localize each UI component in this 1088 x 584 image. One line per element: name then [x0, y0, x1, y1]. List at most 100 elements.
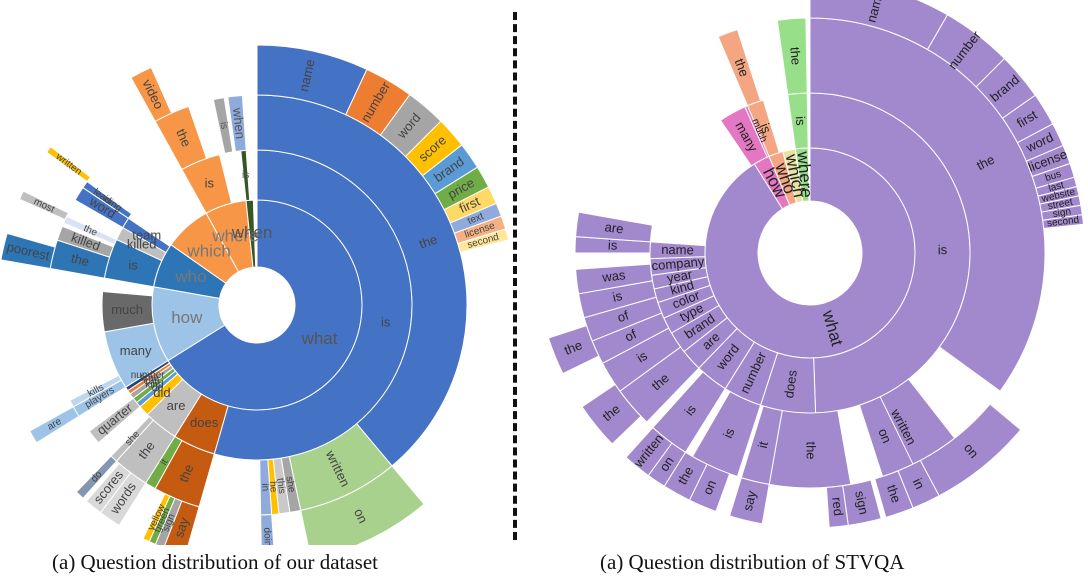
label-in-ring2-18: in — [259, 483, 270, 491]
center-hole — [219, 267, 295, 343]
label-number-ring1-36: number — [131, 370, 166, 381]
segment-she-ring2-39 — [110, 415, 154, 462]
segment-much-ring1-45 — [101, 290, 155, 333]
caption-left: (a) Question distribution of our dataset — [52, 550, 379, 574]
label-team-ring1-54: team — [132, 228, 161, 243]
label-the-ring2-52: the — [82, 223, 100, 239]
sunburst-chart-stvqa: whatisthenamenumberbrandfirstwordlicense… — [547, 0, 1084, 528]
segment-is-ring2-64 — [212, 97, 234, 154]
label-is-ring1-60: is — [793, 116, 809, 127]
label-the-ring2-62: the — [173, 127, 194, 150]
label-say-ring3-25: say — [740, 489, 759, 513]
segment-the-ring2-61 — [776, 17, 808, 96]
label-red-ring3-23: red — [829, 496, 846, 516]
label-the-ring2-2: the — [974, 152, 997, 174]
label-sign-ring3-22: sign — [852, 489, 871, 515]
label-who-ring0-46: who — [174, 267, 206, 286]
label-say-ring3-22: say — [171, 515, 192, 539]
label-name-ring1-45: name — [661, 242, 694, 258]
label-the-ring3-48: the — [562, 337, 584, 358]
label-is-ring2-47: is — [611, 288, 624, 305]
segment-was-ring2-49 — [575, 263, 654, 295]
label-sign-ring3-13: sign — [1052, 206, 1072, 220]
label-the-ring2-57: the — [732, 57, 752, 79]
label-is-ring1-1: is — [938, 242, 948, 257]
segment-poorest-ring3-49 — [0, 232, 56, 270]
caption-right: (a) Question distribution of STVQA — [600, 550, 905, 574]
label-bus-ring3-9: bus — [1044, 169, 1063, 184]
dashed-divider — [513, 12, 517, 540]
label-is-ring1-61: is — [205, 175, 215, 190]
segment-on-ring3-14 — [300, 465, 425, 545]
label-the-ring3-19: the — [884, 483, 904, 505]
segment-doing-ring3-19 — [260, 513, 275, 545]
label-is-ring1-67: is — [242, 170, 249, 181]
segment-scores-ring3-30 — [85, 462, 132, 514]
label-she-ring2-15: she — [283, 476, 297, 494]
segment-second-ring3-14 — [1042, 214, 1084, 229]
center-hole — [758, 201, 862, 305]
label-second-ring3-14: second — [1046, 215, 1079, 230]
segment-quarter-ring2-37 — [88, 397, 141, 444]
label-on-ring3-14: on — [351, 506, 371, 526]
label-of-ring2-46: of — [615, 307, 631, 325]
label-when-ring0-66: when — [231, 223, 273, 242]
label-when-ring2-65: when — [230, 106, 248, 139]
label-is-ring1-47: is — [128, 257, 138, 272]
segment-are-ring2-51 — [575, 211, 654, 243]
label-on-ring2-17: on — [875, 426, 894, 445]
segment-video-ring3-63 — [130, 66, 173, 123]
segment-yellow-ring3-25 — [142, 493, 171, 543]
label-it-ring2-26: it — [158, 457, 170, 467]
segment-the-ring3-19 — [874, 470, 914, 518]
segment-written-ring3-58 — [45, 146, 92, 183]
label-do-ring1-32: do — [152, 383, 164, 394]
segment-the-ring3-38 — [581, 383, 642, 445]
label-time-ring1-35: time — [140, 373, 159, 384]
label-killed-ring1-53: killed — [127, 236, 157, 251]
label-company-ring1-44: company — [651, 254, 705, 274]
label-how-ring0-40: how — [171, 308, 203, 327]
label-this-ring2-16: this — [274, 478, 287, 495]
label-where-ring0-59: where — [793, 150, 816, 199]
label-it-ring2-24: it — [755, 440, 771, 450]
label-did-ring1-31: did — [153, 385, 170, 400]
label-on-ring3-32: on — [656, 454, 677, 474]
label-on-ring3-28: on — [700, 478, 719, 497]
label-does-ring1-20: does — [781, 369, 800, 399]
label-kind-ring1-33: kind — [145, 380, 163, 391]
label-is-ring2-64: is — [218, 121, 230, 130]
segment-leading-ring2-57 — [82, 180, 133, 220]
label-last-ring3-10: last — [1047, 180, 1065, 195]
label-year-ring1-43: year — [666, 266, 694, 285]
label-much-ring1-45: much — [111, 302, 143, 317]
segment-kills-ring2-44 — [69, 374, 123, 408]
label-what-ring0-0: what — [301, 329, 338, 348]
label-is-ring2-50: is — [608, 237, 618, 252]
label-the-ring2-21: the — [176, 462, 197, 484]
label-many-ring1-41: many — [120, 343, 152, 358]
segment-written-ring3-33 — [625, 426, 673, 477]
label-quarter-ring2-37: quarter — [94, 400, 136, 438]
label-he-ring2-17: he — [267, 481, 279, 493]
label-the-ring2-2: the — [417, 231, 439, 251]
label-kind-ring1-42: kind — [669, 277, 696, 298]
label-written-ring3-58: written — [53, 151, 84, 178]
label-name-ring3-3: name — [296, 58, 318, 93]
segment-say-ring3-25 — [728, 477, 770, 525]
segment-the-ring2-57 — [717, 28, 762, 107]
segment-second-ring3-12 — [457, 228, 510, 254]
segment-is-ring1-67 — [240, 149, 251, 202]
segment-killed-ring2-50 — [56, 225, 114, 258]
label-are-ring2-51: are — [604, 219, 624, 236]
label-was-ring2-49: was — [600, 267, 626, 285]
label-can-ring1-34: can — [144, 376, 160, 387]
label-the-ring2-48: the — [70, 250, 91, 269]
segment-red-ring3-23 — [825, 485, 849, 528]
label-is-ring1-1: is — [381, 315, 391, 330]
label-are-ring1-27: are — [167, 398, 186, 413]
label-doing-ring3-19: doing — [261, 527, 273, 545]
label-most-ring3-51: most — [32, 196, 56, 215]
label-the-ring2-61: the — [787, 46, 803, 65]
